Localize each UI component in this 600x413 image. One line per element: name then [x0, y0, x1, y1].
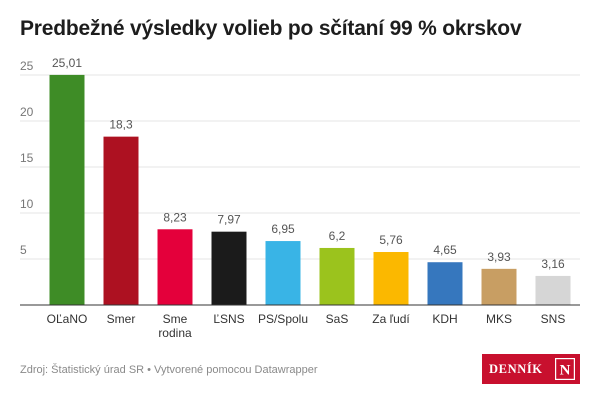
bar — [481, 268, 517, 305]
bar — [157, 229, 193, 305]
value-label: 6,2 — [329, 229, 346, 243]
y-tick-label: 5 — [20, 243, 27, 257]
value-label: 6,95 — [271, 222, 295, 236]
y-tick-label: 15 — [20, 151, 34, 165]
x-tick-label: ĽSNS — [213, 312, 244, 326]
x-tick-label: KDH — [432, 312, 457, 326]
x-tick-label: PS/Spolu — [258, 312, 308, 326]
y-tick-label: 10 — [20, 197, 34, 211]
x-tick-label: Smer — [107, 312, 136, 326]
bar — [49, 74, 85, 306]
value-label: 3,16 — [541, 257, 565, 271]
value-label: 5,76 — [379, 233, 403, 247]
x-tick-label: SaS — [326, 312, 349, 326]
bar — [535, 275, 571, 305]
value-label: 7,97 — [217, 213, 241, 227]
y-tick-label: 25 — [20, 59, 34, 73]
value-label: 4,65 — [433, 243, 457, 257]
bar — [373, 252, 409, 305]
bar — [265, 241, 301, 305]
x-tick-label: OĽaNO — [47, 312, 88, 326]
y-axis-ticks: 5 10 15 20 25 — [20, 59, 34, 257]
value-label: 8,23 — [163, 210, 187, 224]
dennik-n-logo: DENNÍK N — [482, 354, 580, 384]
x-tick-label: SNS — [541, 312, 566, 326]
bars — [49, 74, 571, 306]
logo-text: DENNÍK — [489, 361, 543, 376]
bar — [427, 262, 463, 305]
source-footer: Zdroj: Štatistický úrad SR • Vytvorené p… — [20, 364, 318, 376]
bar — [103, 136, 139, 305]
x-tick-label: Sme rodina — [158, 312, 192, 340]
value-label: 3,93 — [487, 250, 511, 264]
y-tick-label: 20 — [20, 105, 34, 119]
value-label: 18,3 — [109, 118, 133, 132]
bar — [319, 247, 355, 305]
x-tick-label: Za ľudí — [372, 312, 410, 326]
value-label: 25,01 — [52, 56, 82, 70]
x-axis-labels: OĽaNO Smer Sme rodina ĽSNS PS/Spolu SaS Za ľudí… — [47, 312, 566, 340]
x-tick-label: MKS — [486, 312, 512, 326]
bar — [211, 231, 247, 305]
logo-n-mark-icon: N — [555, 358, 575, 380]
svg-text:N: N — [560, 363, 571, 379]
value-labels: 25,01 18,3 8,23 7,97 6,95 6,2 5,76 4,65 3,93 3,16 — [52, 56, 565, 271]
chart-title: Predbežné výsledky volieb po sčítaní 99 … — [20, 17, 522, 40]
